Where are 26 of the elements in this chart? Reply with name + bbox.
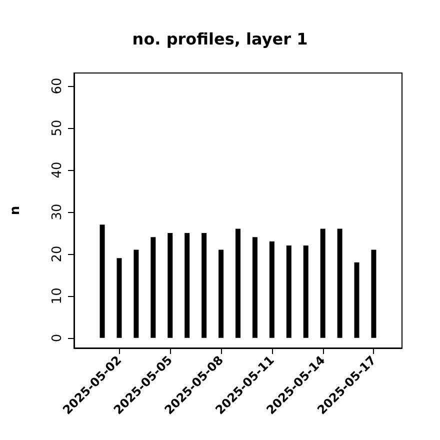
bar <box>236 228 240 338</box>
bar <box>100 224 105 338</box>
bar <box>202 232 207 338</box>
bar <box>286 246 292 338</box>
y-tick-label: 10 <box>50 288 65 304</box>
bar <box>371 250 376 338</box>
bar <box>354 262 360 338</box>
bar <box>168 232 173 338</box>
bar <box>303 246 308 338</box>
bar <box>337 228 342 338</box>
bar <box>184 232 190 338</box>
bar <box>269 241 274 338</box>
y-tick-label: 50 <box>50 120 65 136</box>
bar <box>320 228 326 338</box>
y-tick-label: 30 <box>50 204 65 220</box>
y-tick-label: 60 <box>50 78 65 94</box>
chart-title: no. profiles, layer 1 <box>132 30 308 48</box>
bar <box>150 237 156 338</box>
y-axis-title: n <box>8 206 23 216</box>
bar <box>252 237 258 338</box>
y-tick-label: 40 <box>50 162 65 178</box>
y-tick-label: 20 <box>50 246 65 262</box>
bar <box>116 258 122 338</box>
bar <box>134 250 139 338</box>
bar <box>218 250 224 338</box>
y-tick-label: 0 <box>50 334 65 342</box>
